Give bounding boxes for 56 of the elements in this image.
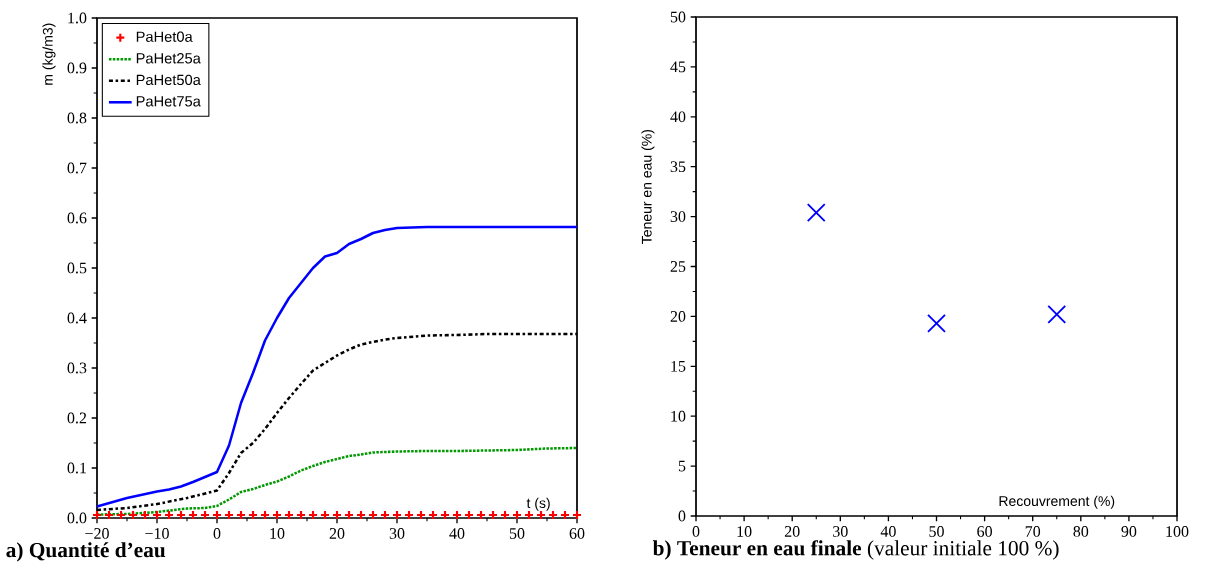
y-tick-label: 0.3 [67, 362, 87, 374]
y-tick-label: 0.4 [67, 312, 87, 324]
x-tick-label: 60 [569, 528, 585, 539]
point [1047, 304, 1067, 324]
x-axis-title: Recouvrement (%) [999, 495, 1115, 509]
x-tick-label: 30 [389, 528, 405, 539]
y-tick-label: 0.5 [67, 262, 87, 274]
y-tick-label: 5 [678, 460, 686, 472]
x-tick-label: 30 [833, 526, 848, 537]
x-tick-label: 50 [929, 526, 944, 537]
y-tick-label: 0.0 [67, 512, 87, 524]
x-tick-label: 80 [1073, 526, 1089, 537]
x-tick-label: 40 [880, 526, 896, 537]
x-tick-label: 10 [737, 526, 752, 537]
x-tick-label: −10 [145, 528, 169, 539]
y-tick-label: 0.2 [67, 412, 87, 424]
point [806, 203, 826, 223]
point [927, 313, 946, 333]
text: b) Teneur en eau finale (valeur initiale 100 %) [652, 540, 1059, 560]
x-axis-title: t (s) [526, 497, 550, 511]
y-axis-title: m (kg/m3) [42, 23, 56, 85]
y-tick-label: 35 [670, 161, 686, 173]
x-tick-label: 90 [1121, 526, 1137, 537]
text: a) Quantité d’eau [6, 542, 166, 562]
legend-label: PaHet75a [136, 96, 201, 107]
x-tick-label: 10 [270, 528, 285, 539]
y-axis-title: Teneur en eau (%) [641, 129, 655, 244]
x-tick-label: 0 [692, 526, 700, 537]
y-tick-label: 0.1 [67, 462, 86, 474]
y-tick-label: 45 [670, 61, 686, 73]
y-tick-label: 0.6 [67, 212, 87, 224]
y-tick-label: 0.9 [67, 62, 87, 74]
x-tick-label: 60 [977, 526, 992, 537]
y-tick-label: 25 [670, 261, 686, 272]
x-tick-label: −20 [85, 528, 109, 539]
legend-label: PaHet0a [136, 31, 193, 42]
y-tick-label: 10 [671, 410, 686, 422]
y-tick-label: 1.0 [68, 12, 87, 24]
y-tick-label: 30 [670, 211, 686, 222]
y-tick-label: 20 [670, 311, 686, 322]
legend-label: PaHet50a [136, 74, 201, 86]
x-tick-label: 50 [509, 528, 525, 539]
x-tick-label: 20 [329, 528, 345, 539]
y-tick-label: 0.8 [67, 112, 87, 124]
x-tick-label: 40 [449, 528, 465, 539]
line-series [95, 446, 579, 516]
legend-label: PaHet25a [136, 53, 201, 64]
x-tick-label: 0 [213, 528, 221, 539]
x-tick-label: 70 [1025, 526, 1041, 537]
y-tick-label: 0 [678, 510, 686, 522]
y-tick-label: 0.7 [67, 162, 87, 174]
y-tick-label: 40 [670, 111, 686, 123]
x-tick-label: 20 [784, 526, 800, 537]
y-tick-label: 15 [671, 360, 686, 372]
x-tick-label: 100 [1166, 526, 1189, 537]
y-tick-label: 50 [670, 11, 686, 23]
